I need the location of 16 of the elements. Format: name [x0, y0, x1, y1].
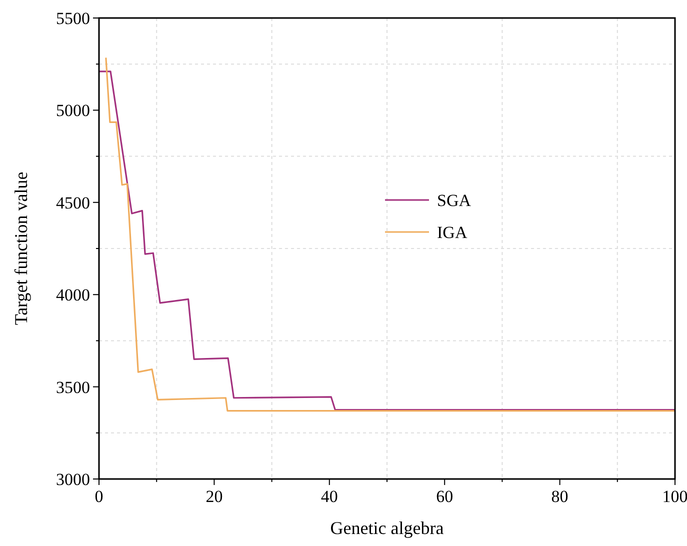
legend-label: IGA — [437, 222, 468, 242]
x-tick-label: 60 — [436, 487, 454, 506]
y-tick-label: 5500 — [56, 8, 90, 28]
x-axis-title: Genetic algebra — [330, 518, 444, 538]
y-tick-label: 4500 — [56, 193, 90, 212]
x-tick-label: 80 — [551, 487, 568, 506]
x-tick-label: 20 — [206, 487, 223, 506]
x-tick-label: 0 — [94, 487, 104, 506]
y-tick-label: 5000 — [56, 101, 90, 120]
x-tick-label: 100 — [662, 487, 687, 506]
y-axis-title: Target function value — [11, 172, 31, 326]
legend-label: SGA — [437, 190, 472, 210]
y-tick-label: 3500 — [56, 378, 90, 397]
y-tick-label: 3000 — [56, 470, 90, 489]
x-tick-label: 40 — [320, 487, 338, 506]
y-tick-label: 4000 — [56, 286, 90, 305]
